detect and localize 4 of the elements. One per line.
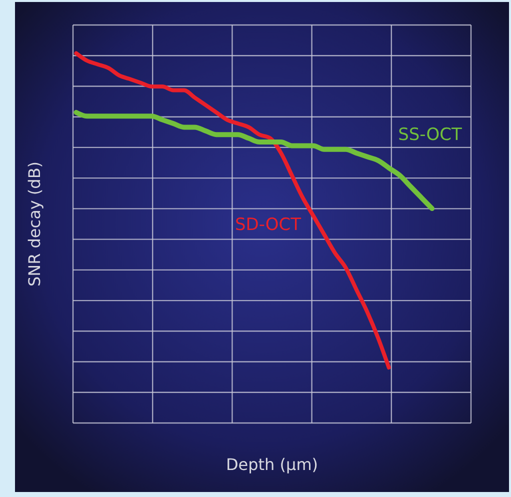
x-axis-title: Depth (µm) [226,455,318,474]
series-label: SD-OCT [234,215,302,235]
y-axis-title: SNR decay (dB) [25,161,44,287]
series-label: SS-OCT [398,125,463,145]
